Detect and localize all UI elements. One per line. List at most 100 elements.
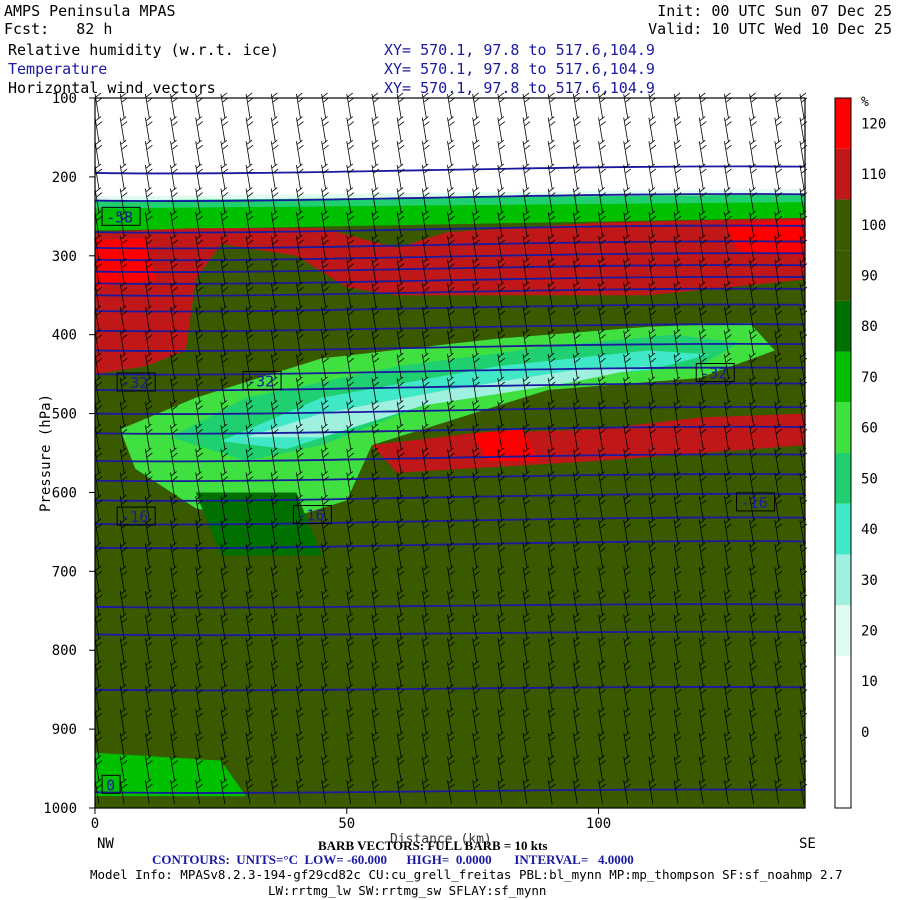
wind-barb	[774, 494, 783, 521]
wind-barb	[371, 707, 380, 734]
contour-label-box	[101, 206, 141, 226]
wind-barb	[94, 400, 103, 426]
wind-barb	[749, 778, 757, 805]
wind-barb	[144, 376, 153, 402]
wind-barb	[774, 565, 783, 592]
wind-barb	[598, 305, 606, 331]
wind-barb	[94, 139, 103, 166]
wind-barb	[119, 565, 128, 592]
wind-barb	[749, 731, 757, 757]
wind-barb	[371, 518, 380, 544]
wind-barb	[598, 139, 606, 166]
wind-barb	[220, 755, 229, 781]
wind-barb	[497, 305, 506, 331]
wind-barb	[144, 258, 153, 284]
wind-barb	[522, 423, 531, 450]
wind-barb	[296, 613, 304, 639]
wind-barb	[572, 731, 581, 757]
temp-contour-line	[94, 453, 806, 463]
wind-barb	[144, 139, 153, 166]
wind-barb	[421, 755, 430, 781]
wind-barb	[749, 660, 757, 686]
wind-barb	[698, 210, 707, 237]
wind-barb	[724, 305, 732, 331]
wind-barb	[371, 234, 380, 260]
wind-barb	[396, 778, 405, 805]
wind-barb	[245, 731, 254, 757]
wind-barb	[220, 707, 229, 734]
wind-barb	[623, 139, 631, 166]
wind-barb	[119, 518, 128, 544]
wind-barb	[598, 565, 606, 592]
wind-barb	[547, 684, 556, 710]
colorbar-label: 50	[861, 471, 878, 487]
wind-barb	[245, 707, 254, 734]
wind-barb	[547, 542, 556, 568]
wind-barb	[698, 423, 707, 450]
wind-barb	[421, 589, 430, 615]
wind-barb	[245, 660, 254, 686]
wind-barb	[598, 187, 606, 213]
wind-barb	[547, 778, 556, 805]
wind-barb	[195, 447, 203, 473]
wind-barb	[497, 116, 506, 142]
wind-barb	[522, 660, 531, 686]
wind-barb	[421, 305, 430, 331]
wind-barb	[673, 423, 682, 450]
wind-barb	[724, 281, 732, 308]
rh-dryslot-core	[246, 366, 649, 438]
y-tick-label: 700	[52, 564, 77, 580]
wind-barb	[94, 258, 103, 284]
wind-barb	[170, 258, 178, 284]
wind-barb	[572, 234, 581, 260]
wind-barb	[321, 116, 329, 142]
wind-barb	[774, 542, 783, 568]
wind-barb	[119, 660, 128, 686]
wind-barb	[673, 731, 682, 757]
contour-label-box	[116, 372, 156, 392]
barb-legend: BARB VECTORS: FULL BARB = 10 kts	[318, 838, 548, 853]
wind-barb	[572, 471, 581, 497]
wind-barb	[144, 281, 153, 308]
wind-barb	[170, 400, 178, 426]
wind-barb	[220, 400, 229, 426]
wind-barb	[724, 660, 732, 686]
field-xy-temp: XY= 570.1, 97.8 to 517.6,104.9	[384, 60, 655, 78]
wind-barb	[724, 329, 732, 355]
wind-barb	[774, 447, 783, 473]
wind-barb	[195, 542, 203, 568]
wind-barb	[346, 565, 355, 592]
wind-barb	[170, 116, 178, 142]
wind-barb	[497, 423, 506, 450]
wind-barb	[724, 400, 732, 426]
wind-barb	[447, 234, 455, 260]
wind-barb	[648, 116, 657, 142]
wind-barb	[371, 281, 380, 308]
wind-barb	[144, 329, 153, 355]
valid-time: Valid: 10 UTC Wed 10 Dec 25	[648, 20, 892, 38]
wind-barb	[170, 281, 178, 308]
wind-barb	[572, 684, 581, 710]
wind-barb	[774, 258, 783, 284]
wind-barb	[472, 423, 480, 450]
wind-barb	[346, 258, 355, 284]
wind-barb	[673, 400, 682, 426]
wind-barb	[119, 234, 128, 260]
wind-barb	[396, 423, 405, 450]
wind-barb	[572, 494, 581, 521]
wind-barb	[321, 187, 329, 213]
wind-barb	[195, 660, 203, 686]
wind-barb	[270, 187, 279, 213]
wind-barb	[421, 471, 430, 497]
wind-barb	[371, 684, 380, 710]
colorbar-label: 60	[861, 421, 878, 437]
wind-barb	[119, 778, 128, 805]
wind-barb	[572, 116, 581, 142]
wind-barb	[346, 329, 355, 355]
wind-barb	[170, 518, 178, 544]
wind-barb	[119, 400, 128, 426]
wind-barb	[94, 565, 103, 592]
wind-barb	[346, 613, 355, 639]
wind-barb	[220, 613, 229, 639]
wind-barb	[572, 352, 581, 379]
